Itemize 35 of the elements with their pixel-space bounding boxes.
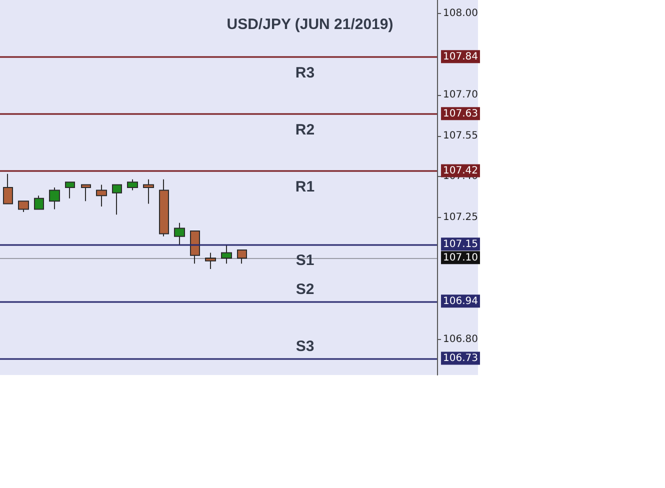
candlestick	[18, 200, 29, 212]
ref-line-label: R1	[295, 178, 315, 196]
candlestick	[221, 244, 232, 264]
y-tick-label: 106.80	[443, 334, 478, 346]
text: 107.10	[443, 252, 478, 264]
candlestick	[112, 184, 122, 216]
candlestick	[205, 252, 216, 270]
candlestick	[174, 222, 185, 246]
candlestick	[34, 195, 44, 210]
candlestick	[81, 184, 91, 202]
ref-line-label: S2	[296, 281, 314, 298]
text: 106.73	[443, 353, 478, 364]
ref-line-label: S3	[296, 338, 314, 356]
candlestick	[143, 178, 154, 204]
ref-line-label: S1	[296, 252, 314, 270]
text: 107.63	[443, 108, 478, 120]
y-tick-label: 107.70	[443, 90, 478, 101]
candlestick	[159, 178, 169, 237]
text: 107.84	[443, 52, 478, 63]
candlestick	[190, 230, 200, 264]
candlestick	[96, 184, 107, 208]
candlestick	[49, 187, 60, 210]
y-tick-label: 107.55	[443, 130, 478, 142]
y-tick-label: 108.00	[443, 8, 478, 20]
candlestick	[65, 182, 75, 199]
y-tick-label: 107.25	[443, 212, 478, 223]
candlestick	[237, 250, 247, 264]
text: 107.42	[443, 166, 478, 177]
text: 107.15	[443, 239, 478, 250]
text: USD/JPY (JUN 21/2019)	[226, 16, 394, 33]
candlestick	[3, 173, 13, 204]
text: 106.94	[443, 296, 478, 308]
candlestick	[127, 178, 138, 191]
ref-line-label: R2	[295, 122, 315, 139]
ref-line-label: R3	[295, 64, 315, 82]
